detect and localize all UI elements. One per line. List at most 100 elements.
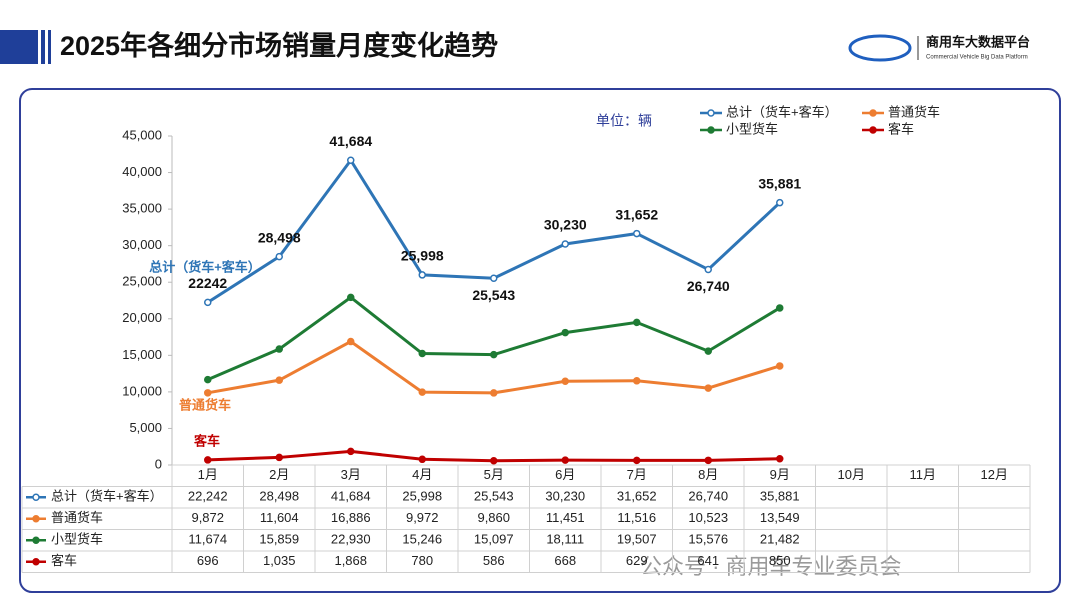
y-tick-label: 0: [155, 456, 162, 471]
data-label: 25,998: [401, 248, 444, 264]
data-point: [490, 274, 498, 283]
data-point: [275, 252, 283, 261]
table-cell: 629: [626, 553, 648, 568]
table-cell: 696: [197, 553, 219, 568]
data-point: [275, 345, 283, 353]
table-cell: 30,230: [545, 489, 585, 504]
legend-marker: [869, 109, 877, 117]
data-point: [418, 388, 426, 396]
data-label: 28,498: [258, 229, 301, 245]
table-cell: 26,740: [688, 489, 728, 504]
table-cell: 780: [411, 553, 433, 568]
x-tick-label: 2月: [269, 467, 289, 482]
data-point: [633, 377, 641, 385]
x-tick-label: 9月: [770, 467, 790, 482]
x-tick-label: 3月: [341, 467, 361, 482]
data-label: 35,881: [758, 175, 801, 191]
legend-label: 普通货车: [888, 104, 940, 119]
legend-marker: [869, 126, 877, 134]
data-label: 26,740: [687, 278, 730, 294]
data-label: 25,543: [472, 287, 515, 303]
data-point: [633, 456, 641, 465]
table-cell: 15,576: [688, 532, 728, 547]
table-cell: 10,523: [688, 510, 728, 525]
x-tick-label: 5月: [484, 467, 504, 482]
data-point: [204, 375, 212, 384]
data-point: [490, 389, 498, 397]
series-inline-label: 普通货车: [179, 397, 231, 412]
header-stripe: [41, 30, 45, 64]
data-point: [275, 376, 283, 384]
table-cell: 1,035: [263, 553, 296, 568]
y-tick-label: 30,000: [122, 237, 162, 252]
data-point: [776, 362, 784, 370]
series-inline-label: 客车: [194, 433, 220, 448]
table-cell: 9,860: [477, 510, 510, 525]
page-title: 2025年各细分市场销量月度变化趋势: [60, 30, 498, 61]
table-cell: 22,930: [331, 532, 371, 547]
table-cell: 11,674: [188, 532, 227, 547]
table-cell: 850: [769, 553, 791, 568]
y-tick-label: 35,000: [122, 201, 162, 216]
table-cell: 9,972: [406, 510, 439, 525]
table-cell: 11,451: [546, 510, 585, 525]
legend-label: 总计（货车+客车）: [726, 104, 838, 119]
data-point: [633, 229, 641, 238]
data-point: [776, 455, 784, 463]
data-point: [704, 265, 712, 274]
table-cell: 11,516: [617, 510, 656, 525]
table-cell: 9,872: [191, 510, 224, 525]
data-point: [347, 293, 355, 302]
y-tick-label: 25,000: [122, 274, 162, 289]
data-point: [704, 347, 712, 355]
table-cell: 15,246: [402, 532, 442, 547]
table-cell: 13,549: [760, 510, 800, 525]
table-cell: 22,242: [188, 489, 228, 504]
x-tick-label: 1月: [198, 467, 218, 482]
logo-subtitle: Commercial Vehicle Big Data Platform: [926, 55, 1028, 61]
table-cell: 641: [697, 553, 719, 568]
table-cell: 11,604: [260, 510, 299, 525]
watermark: 公众号 · 商用车专业委员会: [640, 554, 902, 579]
x-tick-label: 7月: [627, 467, 647, 482]
data-point: [776, 198, 784, 207]
data-point: [561, 456, 569, 464]
table-legend-marker: [32, 515, 40, 523]
data-point: [204, 389, 212, 397]
x-tick-label: 11月: [910, 467, 937, 482]
table-cell: 15,859: [259, 532, 299, 547]
x-tick-label: 8月: [698, 467, 718, 482]
table-row-label: 总计（货车+客车）: [51, 489, 163, 504]
header-bar: [0, 30, 38, 64]
y-tick-label: 20,000: [122, 310, 162, 325]
data-label: 22242: [188, 275, 227, 291]
table-cell: 35,881: [760, 489, 800, 504]
data-label: 31,652: [615, 206, 658, 222]
legend-label: 客车: [888, 121, 914, 136]
y-tick-label: 5,000: [129, 420, 162, 435]
table-cell: 15,097: [474, 532, 514, 547]
data-point: [633, 318, 641, 327]
table-cell: 41,684: [331, 489, 371, 504]
table-cell: 16,886: [331, 510, 371, 525]
table-row-label: 普通货车: [51, 510, 103, 525]
legend-marker: [707, 126, 715, 134]
data-point: [490, 456, 498, 465]
data-point: [418, 349, 426, 358]
header-stripe: [48, 30, 51, 64]
table-cell: 1,868: [334, 553, 367, 568]
table-legend-marker: [32, 558, 40, 566]
data-point: [275, 453, 283, 462]
table-cell: 18,111: [546, 532, 584, 547]
legend-marker: [707, 109, 715, 117]
data-point: [418, 271, 426, 279]
y-tick-label: 10,000: [122, 383, 162, 398]
table-cell: 31,652: [617, 489, 657, 504]
table-legend-marker: [32, 493, 40, 501]
data-point: [347, 156, 355, 164]
y-tick-label: 15,000: [122, 347, 162, 362]
table-cell: 586: [483, 553, 505, 568]
data-label: 41,684: [329, 133, 372, 149]
data-point: [204, 456, 212, 464]
